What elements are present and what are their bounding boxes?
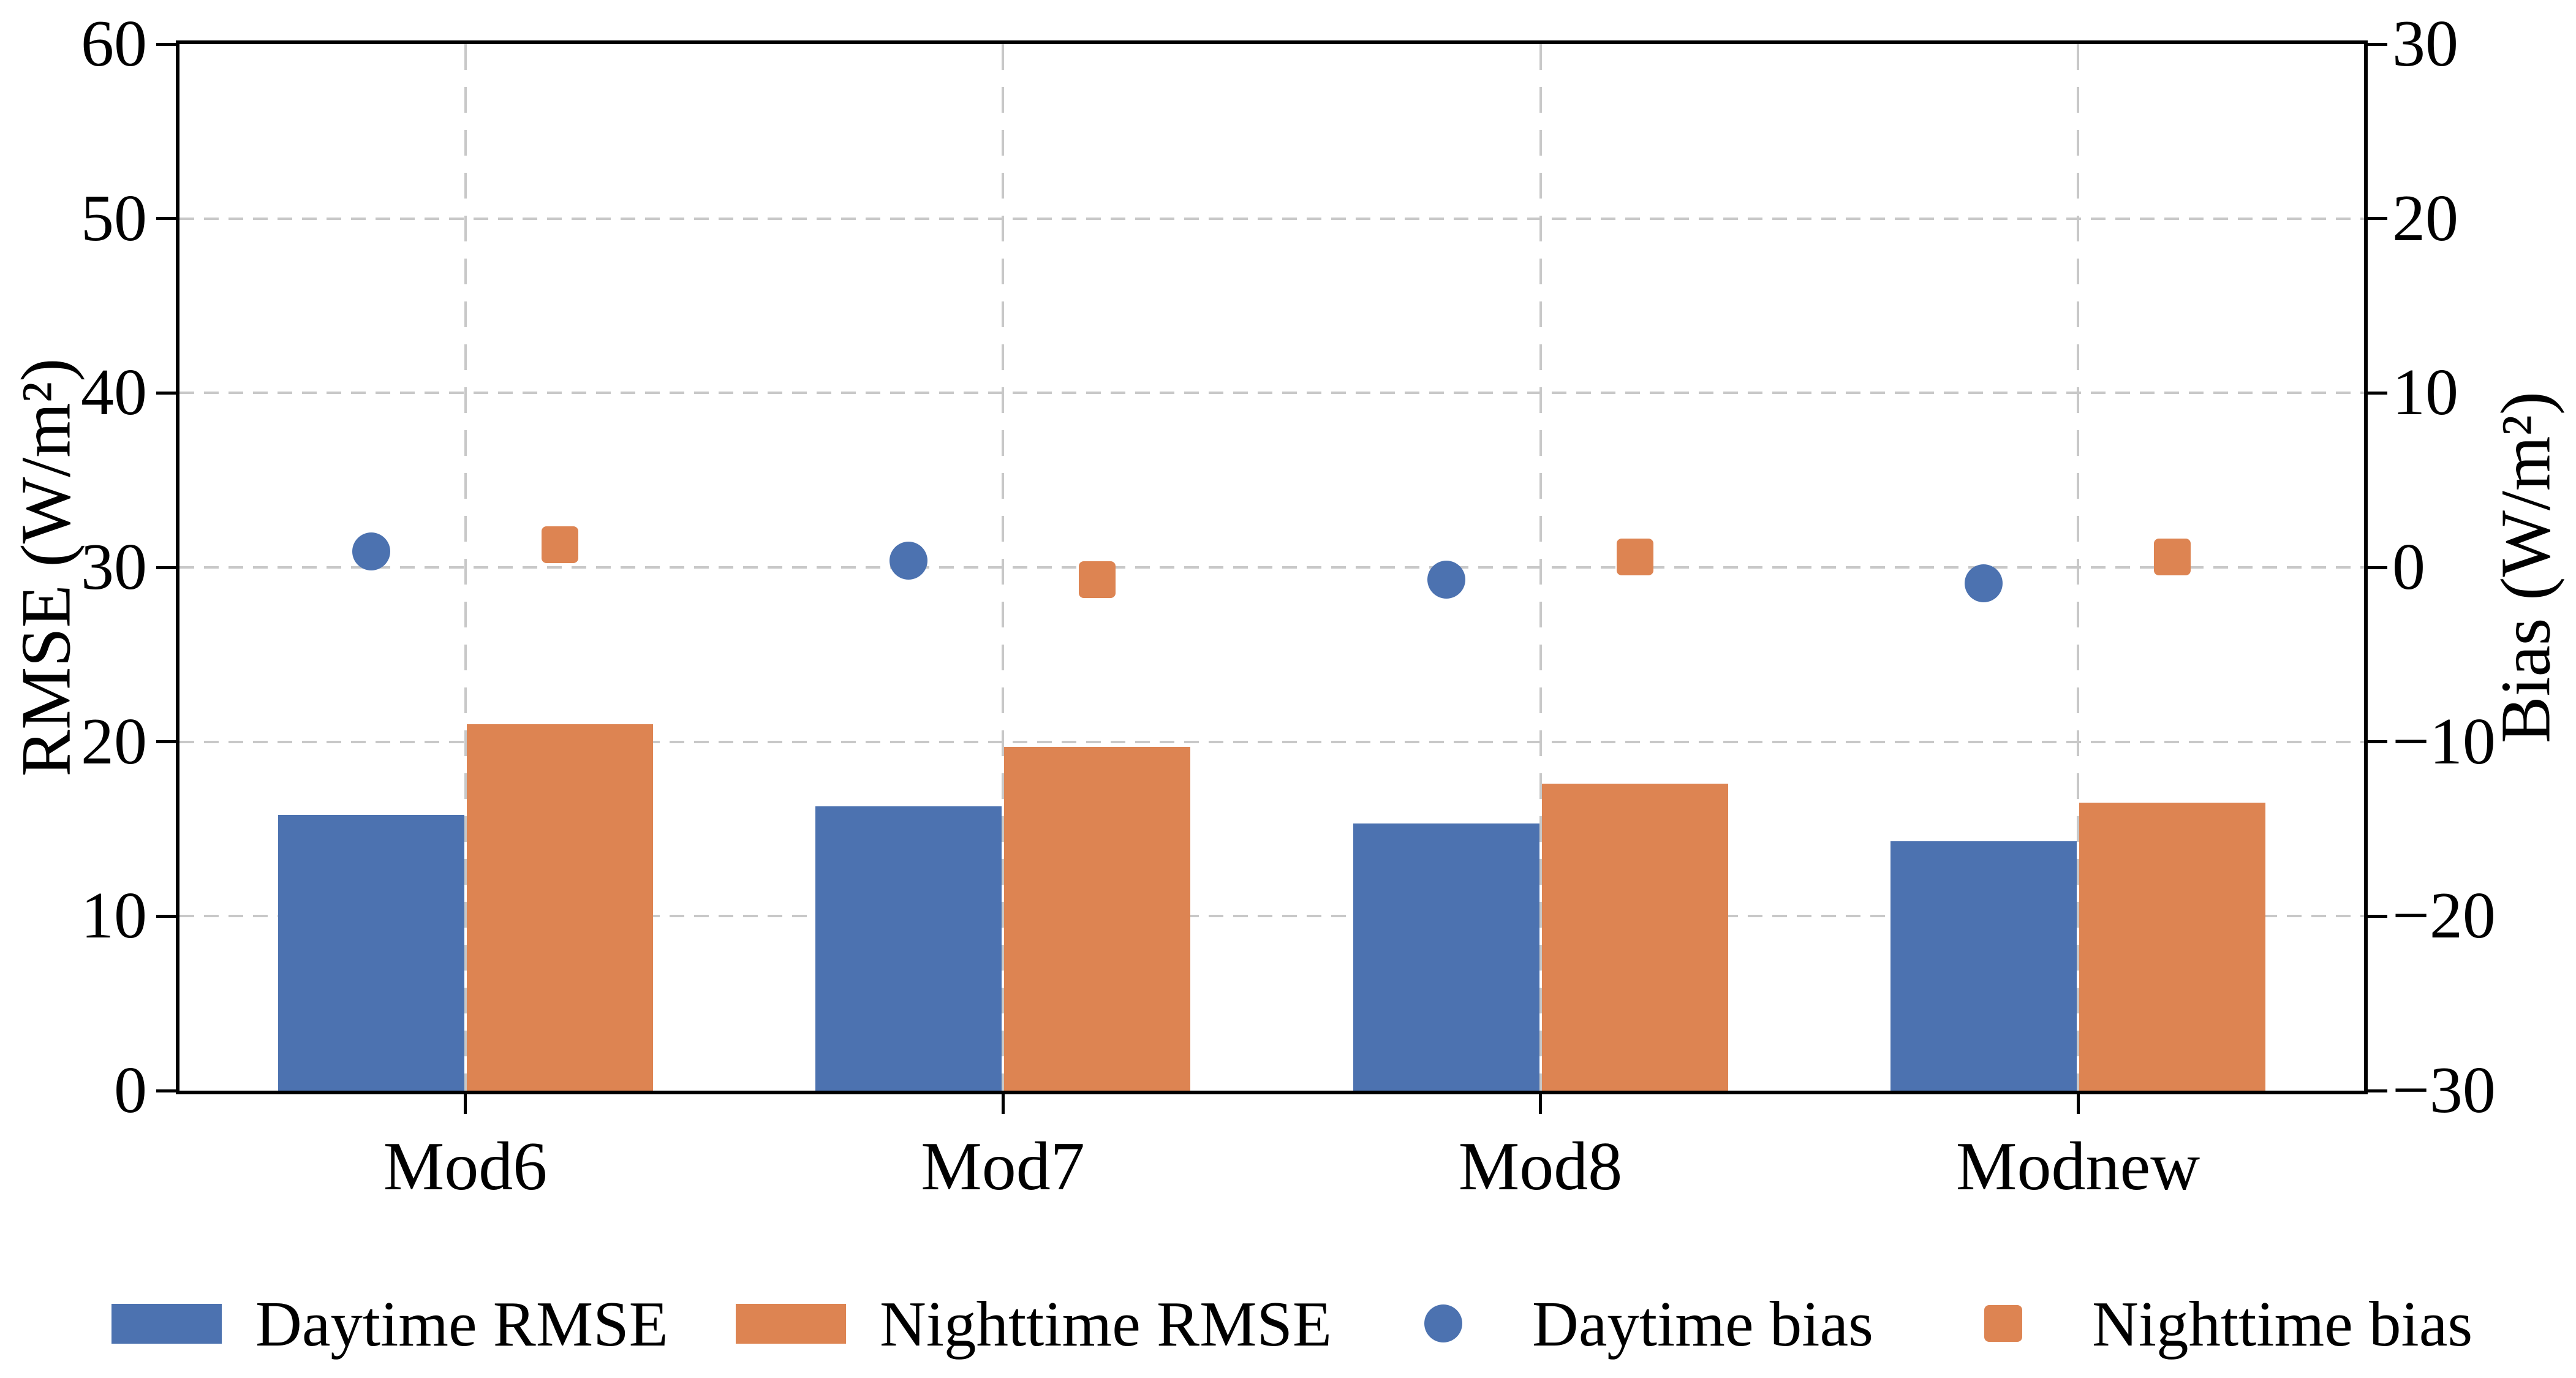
legend-item: Nighttime bias bbox=[1948, 1292, 2472, 1356]
gridline-vertical bbox=[2077, 44, 2079, 1091]
bar-daytime-rmse bbox=[1890, 841, 2077, 1091]
left-tick-label: 20 bbox=[81, 705, 147, 778]
left-tick-label: 50 bbox=[81, 181, 147, 255]
legend-swatch-orange bbox=[736, 1303, 846, 1344]
gridline-vertical bbox=[464, 44, 467, 1091]
left-tick bbox=[156, 1089, 176, 1092]
bar-nighttime-rmse bbox=[466, 724, 653, 1091]
marker-daytime-bias bbox=[1965, 564, 2003, 602]
bottom-tick bbox=[1539, 1094, 1542, 1114]
legend-label: Nighttime RMSE bbox=[880, 1287, 1332, 1360]
left-tick bbox=[156, 566, 176, 569]
left-tick bbox=[156, 914, 176, 918]
bar-daytime-rmse bbox=[815, 806, 1002, 1091]
category-label: Mod7 bbox=[921, 1129, 1085, 1205]
legend-label: Daytime RMSE bbox=[255, 1287, 668, 1360]
category-label: Mod6 bbox=[383, 1129, 548, 1205]
left-tick-label: 60 bbox=[81, 7, 147, 80]
right-tick bbox=[2368, 740, 2387, 744]
gridline-vertical bbox=[1002, 44, 1004, 1091]
bar-daytime-rmse bbox=[1353, 823, 1539, 1091]
right-tick bbox=[2368, 391, 2387, 395]
right-tick-label: 20 bbox=[2392, 181, 2458, 255]
right-tick bbox=[2368, 217, 2387, 221]
bar-nighttime-rmse bbox=[1004, 747, 1190, 1091]
left-tick-label: 0 bbox=[114, 1054, 147, 1127]
marker-nighttime-bias bbox=[1079, 561, 1116, 598]
left-tick bbox=[156, 42, 176, 46]
legend-handle-box bbox=[736, 1303, 846, 1344]
bottom-tick bbox=[464, 1094, 467, 1114]
right-tick bbox=[2368, 566, 2387, 569]
gridline-vertical bbox=[1539, 44, 1542, 1091]
gridline-horizontal bbox=[179, 217, 2364, 220]
legend-handle-box bbox=[1948, 1305, 2058, 1342]
marker-nighttime-bias bbox=[1616, 538, 1653, 575]
legend-handle-box bbox=[1388, 1304, 1498, 1342]
category-label: Mod8 bbox=[1458, 1129, 1623, 1205]
right-tick-label: 0 bbox=[2392, 531, 2425, 604]
gridline-horizontal bbox=[179, 740, 2364, 743]
legend-label: Nighttime bias bbox=[2092, 1287, 2473, 1360]
gridline-horizontal bbox=[179, 392, 2364, 395]
marker-daytime-bias bbox=[890, 541, 927, 580]
legend-circle-marker bbox=[1424, 1304, 1462, 1342]
category-label: Modnew bbox=[1955, 1129, 2200, 1205]
legend-item: Nighttime RMSE bbox=[736, 1292, 1332, 1356]
legend-item: Daytime RMSE bbox=[111, 1292, 668, 1356]
bottom-tick bbox=[2076, 1094, 2080, 1114]
right-tick bbox=[2368, 42, 2387, 46]
right-tick-label: −30 bbox=[2392, 1054, 2496, 1127]
bottom-tick bbox=[1001, 1094, 1005, 1114]
right-tick-label: 10 bbox=[2392, 356, 2458, 430]
gridline-horizontal bbox=[179, 915, 2364, 918]
bar-nighttime-rmse bbox=[2079, 803, 2265, 1091]
legend-swatch-blue bbox=[111, 1303, 222, 1344]
legend-item: Daytime bias bbox=[1388, 1292, 1873, 1356]
left-tick bbox=[156, 391, 176, 395]
right-tick-label: −10 bbox=[2392, 705, 2496, 778]
plot-area bbox=[176, 40, 2368, 1094]
right-tick-label: 30 bbox=[2392, 7, 2458, 80]
marker-nighttime-bias bbox=[2154, 538, 2191, 575]
left-axis-title: RMSE (W/m²) bbox=[7, 358, 85, 777]
legend-square-marker bbox=[1984, 1305, 2022, 1342]
marker-nighttime-bias bbox=[541, 526, 578, 563]
left-tick bbox=[156, 740, 176, 744]
marker-daytime-bias bbox=[352, 532, 390, 571]
right-tick bbox=[2368, 1089, 2387, 1092]
right-tick bbox=[2368, 914, 2387, 918]
bar-nighttime-rmse bbox=[1541, 784, 1728, 1091]
bar-daytime-rmse bbox=[278, 815, 464, 1091]
legend-label: Daytime bias bbox=[1532, 1287, 1873, 1360]
left-tick bbox=[156, 217, 176, 221]
left-tick-label: 10 bbox=[81, 879, 147, 953]
right-tick-label: −20 bbox=[2392, 879, 2496, 953]
legend-handle-box bbox=[111, 1303, 222, 1344]
right-axis-title: Bias (W/m²) bbox=[2487, 391, 2565, 744]
gridline-horizontal bbox=[179, 566, 2364, 569]
left-tick-label: 40 bbox=[81, 356, 147, 430]
left-tick-label: 30 bbox=[81, 531, 147, 604]
marker-daytime-bias bbox=[1427, 560, 1465, 599]
